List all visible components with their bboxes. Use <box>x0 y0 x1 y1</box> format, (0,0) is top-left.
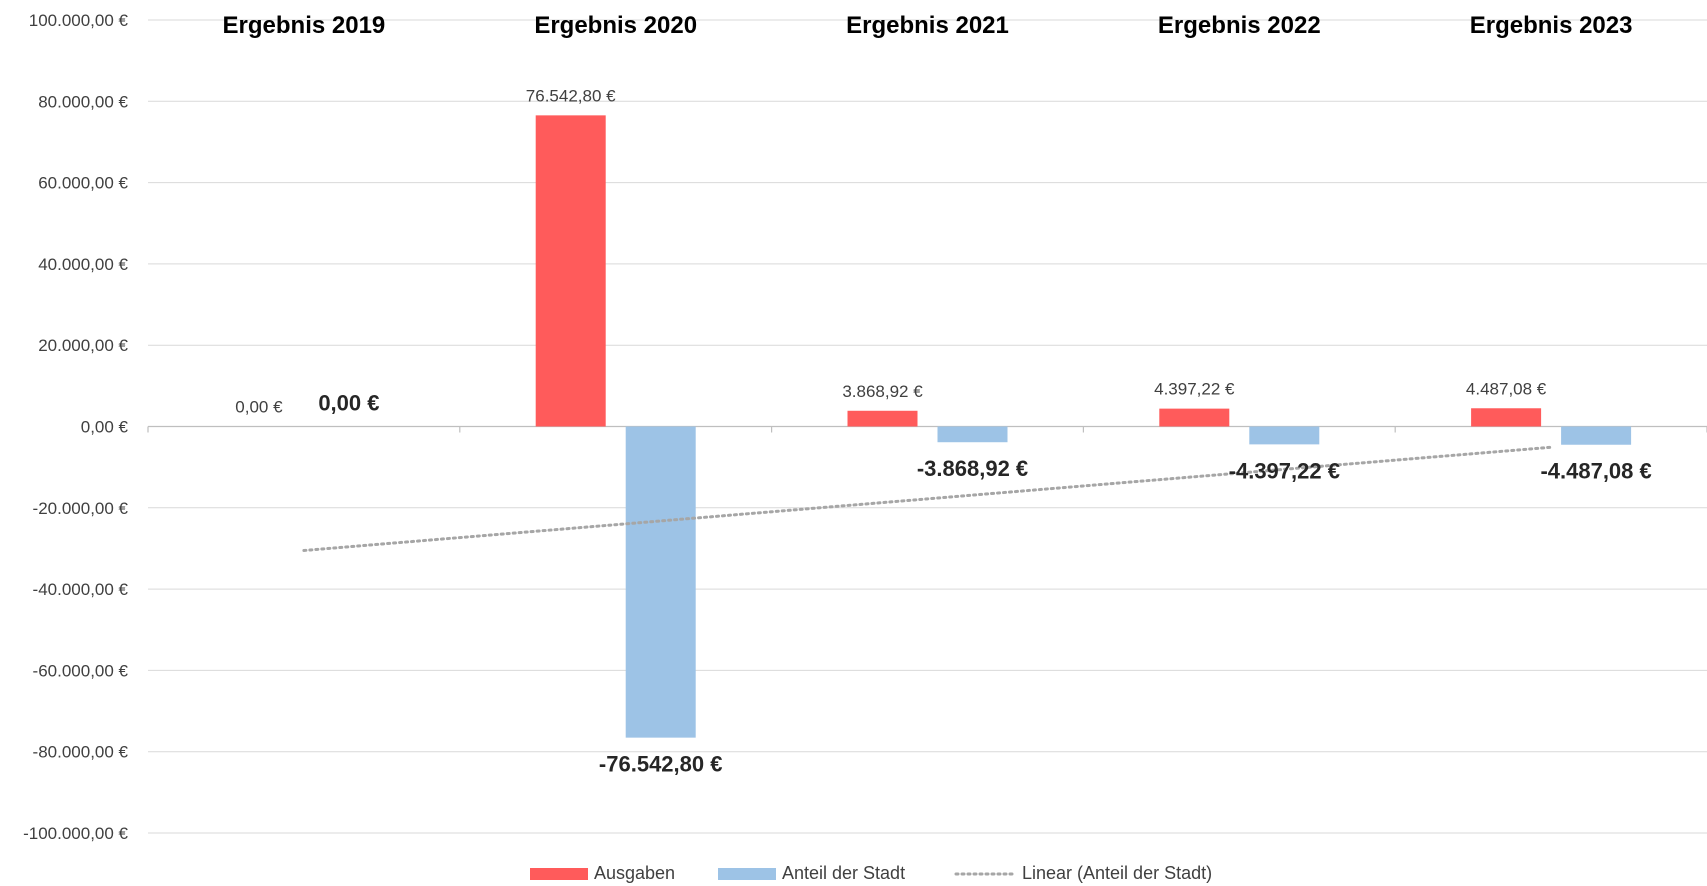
y-tick-label: -60.000,00 € <box>33 661 129 680</box>
y-tick-label: -100.000,00 € <box>23 824 128 843</box>
data-label-ausgaben: 4.397,22 € <box>1154 380 1235 399</box>
data-label-anteil-der-stadt: -4.397,22 € <box>1229 458 1340 483</box>
x-axis <box>147 425 1707 433</box>
bar-anteil-der-stadt <box>937 426 1008 443</box>
y-tick-label: 20.000,00 € <box>38 336 128 355</box>
data-label-anteil-der-stadt: -4.487,08 € <box>1540 459 1651 484</box>
gridlines <box>148 19 1707 834</box>
bar-ausgaben <box>1471 408 1542 427</box>
data-labels: 0,00 € 0,00 € 76.542,80 € -76.542,80 € 3.868… <box>235 86 1651 776</box>
legend-label-anteil-der-stadt: Anteil der Stadt <box>782 863 905 883</box>
y-tick-label: -20.000,00 € <box>33 499 129 518</box>
category-label: Ergebnis 2021 <box>846 12 1009 39</box>
data-label-anteil-der-stadt: -76.542,80 € <box>599 752 723 777</box>
y-tick-label: 60.000,00 € <box>38 174 128 193</box>
category-label: Ergebnis 2022 <box>1158 12 1321 39</box>
legend-label-ausgaben: Ausgaben <box>594 863 675 883</box>
y-tick-label: 100.000,00 € <box>29 11 129 30</box>
data-label-ausgaben: 4.487,08 € <box>1466 379 1547 398</box>
bar-ausgaben <box>847 410 918 427</box>
y-tick-label: -80.000,00 € <box>33 743 129 762</box>
category-label: Ergebnis 2020 <box>534 12 697 39</box>
data-label-ausgaben: 0,00 € <box>235 398 283 417</box>
category-labels: Ergebnis 2019 Ergebnis 2020 Ergebnis 2021 E… <box>223 12 1633 39</box>
legend: Ausgaben Anteil der Stadt Linear (Anteil d… <box>530 863 1212 883</box>
data-label-anteil-der-stadt: 0,00 € <box>318 391 379 416</box>
y-tick-label: -40.000,00 € <box>33 580 129 599</box>
bar-ausgaben <box>535 115 606 427</box>
category-label: Ergebnis 2019 <box>223 12 386 39</box>
data-label-ausgaben: 3.868,92 € <box>842 382 923 401</box>
y-tick-label: 80.000,00 € <box>38 92 128 111</box>
y-axis-tick-labels: 100.000,00 € 80.000,00 € 60.000,00 € 40.000… <box>23 11 128 843</box>
legend-swatch-ausgaben <box>530 868 588 880</box>
legend-label-trendline: Linear (Anteil der Stadt) <box>1022 863 1212 883</box>
bar-ausgaben <box>1159 408 1230 427</box>
trendline-layer <box>302 445 1553 552</box>
y-tick-label: 0,00 € <box>81 418 129 437</box>
category-label: Ergebnis 2023 <box>1470 12 1633 39</box>
bar-anteil-der-stadt <box>625 426 696 738</box>
y-tick-label: 40.000,00 € <box>38 255 128 274</box>
bars <box>535 115 1632 738</box>
data-label-anteil-der-stadt: -3.868,92 € <box>917 456 1028 481</box>
bar-anteil-der-stadt <box>1249 426 1320 445</box>
bar-anteil-der-stadt <box>1561 426 1632 445</box>
trendline <box>302 445 1553 552</box>
data-label-ausgaben: 76.542,80 € <box>526 86 616 105</box>
legend-swatch-anteil-der-stadt <box>718 868 776 880</box>
